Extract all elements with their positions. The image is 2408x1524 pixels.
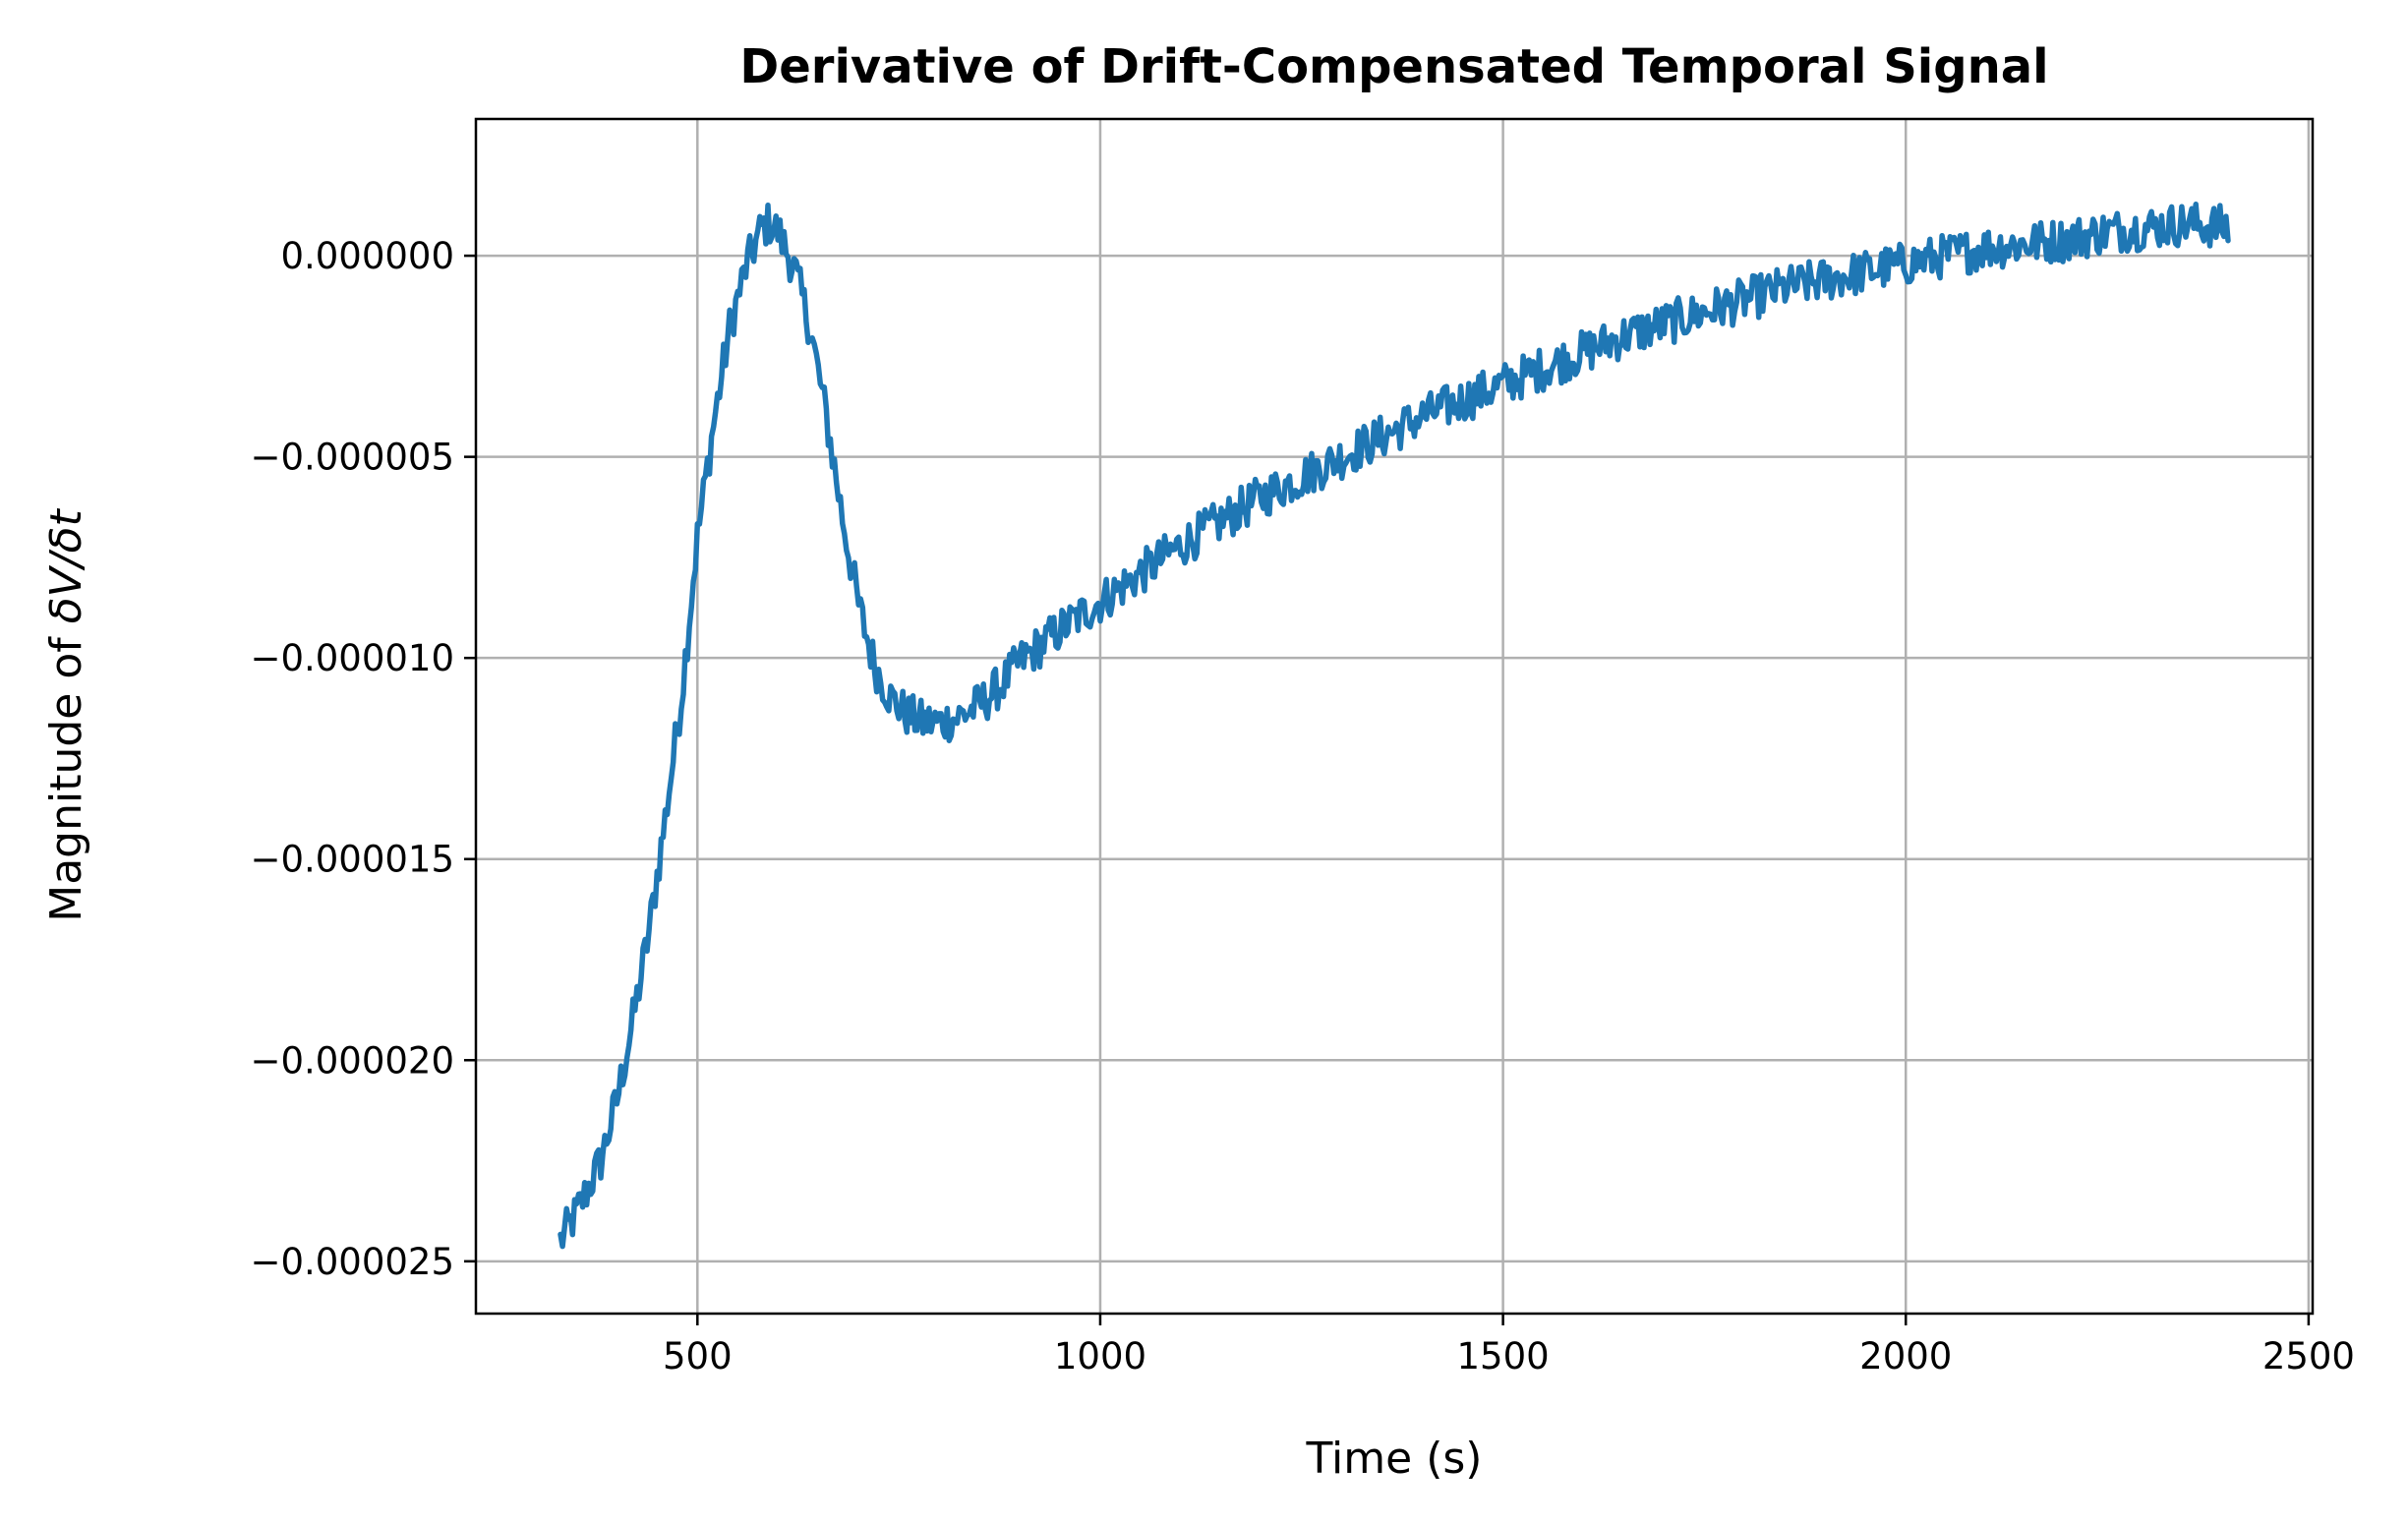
x-tick-label: 2000 bbox=[1859, 1335, 1952, 1377]
series-line bbox=[558, 202, 2231, 1250]
series-layer bbox=[558, 202, 2231, 1250]
plot-frame bbox=[474, 117, 2315, 1316]
x-tick-label: 1500 bbox=[1457, 1335, 1550, 1377]
y-tick-label: −0.000015 bbox=[250, 839, 454, 881]
y-tick-label: −0.000025 bbox=[250, 1241, 454, 1283]
y-tick-label: 0.000000 bbox=[280, 235, 454, 277]
x-axis-label: Time (s) bbox=[1306, 1434, 1483, 1484]
y-tick-label: −0.000020 bbox=[250, 1039, 454, 1082]
x-tick-label: 500 bbox=[663, 1335, 733, 1377]
y-axis-label-prefix: Magnitude of bbox=[41, 623, 91, 922]
chart-title: Derivative of Drift-Compensated Temporal… bbox=[739, 39, 2048, 94]
ticks: 500 1000 1500 2000 2500 0.000000 −0.000005 −0.0… bbox=[250, 235, 2355, 1377]
grid bbox=[476, 119, 2313, 1314]
y-axis-label: Magnitude of δV/δt bbox=[41, 507, 91, 921]
y-axis-label-math: δV/δt bbox=[41, 507, 91, 623]
x-tick-label: 2500 bbox=[2262, 1335, 2355, 1377]
y-tick-label: −0.000010 bbox=[250, 637, 454, 679]
y-tick-label: −0.000005 bbox=[250, 437, 454, 479]
x-tick-label: 1000 bbox=[1054, 1335, 1146, 1377]
